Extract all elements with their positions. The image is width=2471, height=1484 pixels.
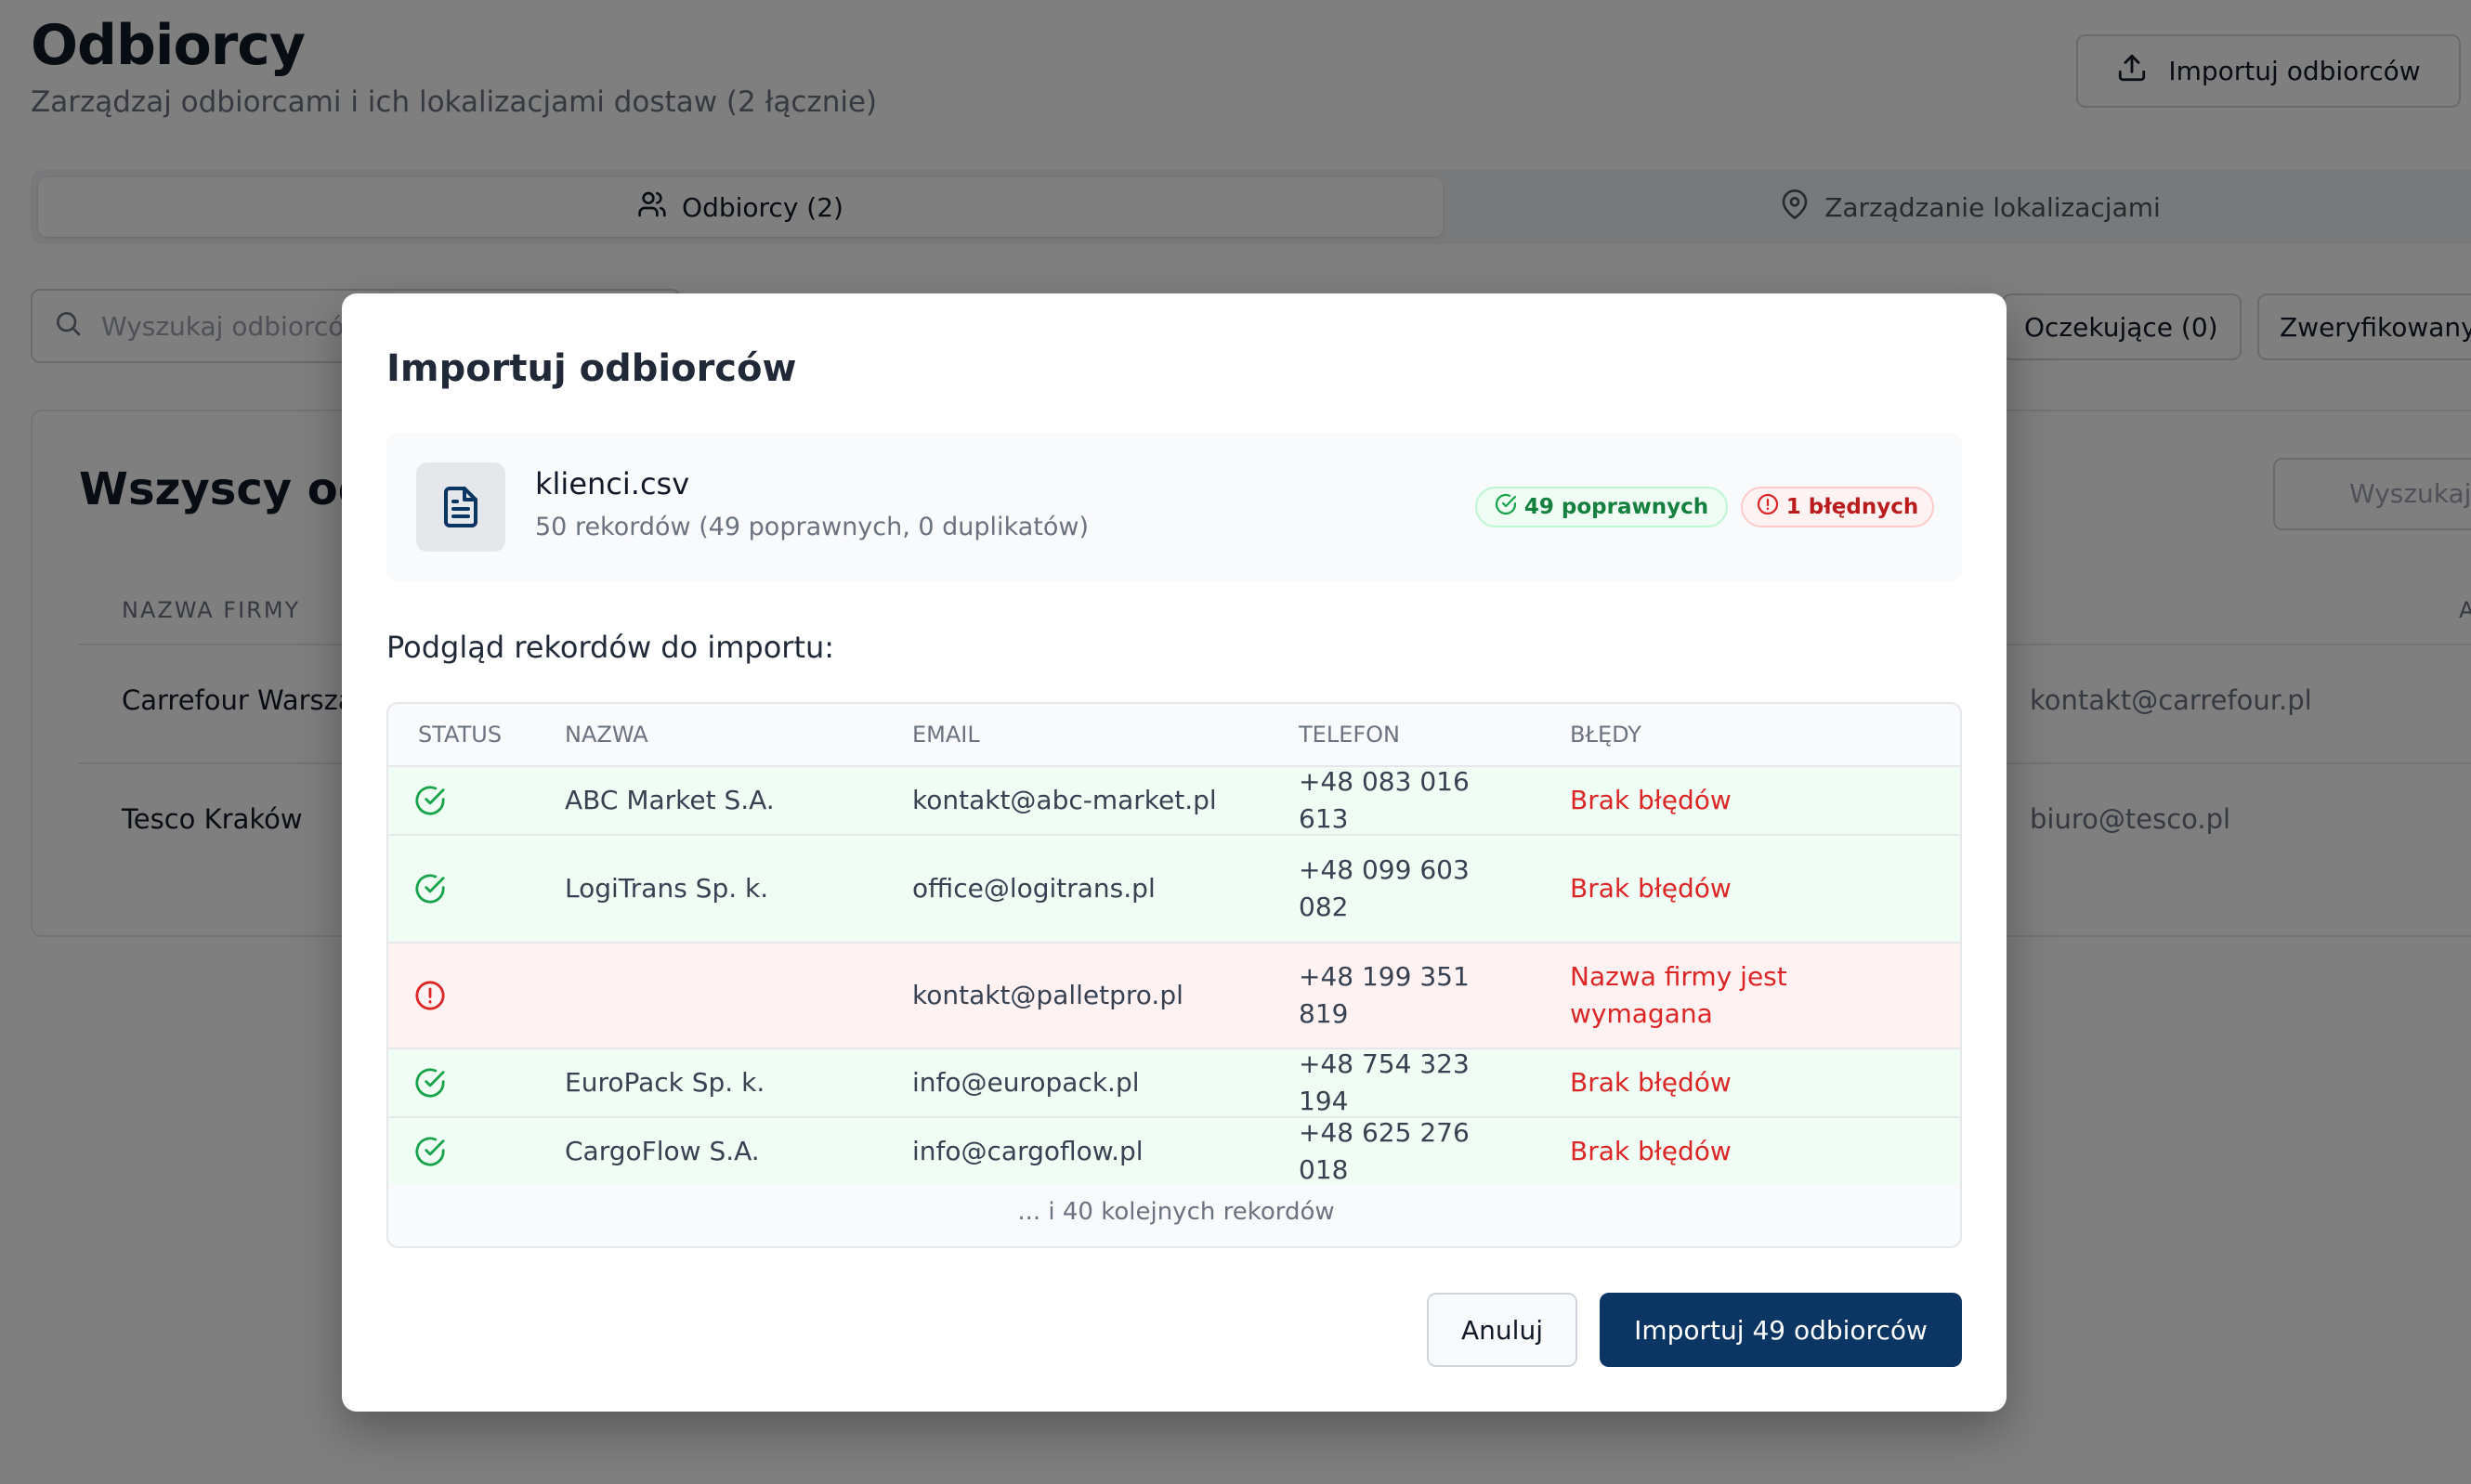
row-errors: Nazwa firmy jest wymagana (1570, 961, 1787, 1029)
row-errors: Brak błędów (1570, 1136, 1732, 1166)
preview-title: Podgląd rekordów do importu: (386, 630, 835, 665)
check-circle-icon (414, 1118, 446, 1185)
import-modal: Importuj odbiorców klienci.csv 50 rekord… (342, 293, 2007, 1412)
row-phone: +48 625 276 018 (1299, 1117, 1470, 1185)
column-email: EMAIL (912, 722, 980, 748)
table-row: EuroPack Sp. k. info@europack.pl +48 754… (388, 1048, 1960, 1116)
file-name: klienci.csv (535, 466, 690, 501)
confirm-import-button[interactable]: Importuj 49 odbiorców (1600, 1293, 1962, 1367)
more-records-note: ... i 40 kolejnych rekordów (1017, 1198, 1335, 1226)
row-name: CargoFlow S.A. (565, 1136, 760, 1166)
check-circle-icon (414, 767, 446, 834)
check-circle-icon (414, 836, 446, 942)
column-phone: TELEFON (1299, 722, 1401, 748)
alert-circle-icon (1757, 493, 1779, 521)
valid-count-label: 49 poprawnych (1523, 495, 1709, 519)
row-email: kontakt@abc-market.pl (912, 785, 1217, 815)
row-email: kontakt@palletpro.pl (912, 980, 1183, 1010)
file-summary: klienci.csv 50 rekordów (49 poprawnych, … (386, 433, 1962, 581)
column-status: STATUS (418, 722, 503, 748)
row-phone: +48 754 323 194 (1299, 1048, 1470, 1116)
row-phone: +48 199 351 819 (1299, 961, 1470, 1029)
row-phone: +48 099 603 082 (1299, 854, 1470, 922)
file-meta: 50 rekordów (49 poprawnych, 0 duplikatów… (535, 513, 1089, 541)
table-row: ABC Market S.A. kontakt@abc-market.pl +4… (388, 765, 1960, 834)
row-email: office@logitrans.pl (912, 873, 1156, 904)
preview-table: STATUS NAZWA EMAIL TELEFON BŁĘDY ABC Mar… (386, 702, 1962, 1248)
row-name: EuroPack Sp. k. (565, 1067, 765, 1098)
valid-count-badge: 49 poprawnych (1475, 487, 1728, 527)
row-email: info@cargoflow.pl (912, 1136, 1144, 1166)
row-errors: Brak błędów (1570, 785, 1732, 815)
error-count-label: 1 błędnych (1785, 495, 1919, 519)
row-name: LogiTrans Sp. k. (565, 873, 769, 904)
row-name: ABC Market S.A. (565, 785, 775, 815)
cancel-button[interactable]: Anuluj (1427, 1293, 1577, 1367)
table-row: kontakt@palletpro.pl +48 199 351 819 Naz… (388, 942, 1960, 1048)
check-circle-icon (1495, 493, 1517, 521)
error-count-badge: 1 błędnych (1741, 487, 1934, 527)
check-circle-icon (414, 1049, 446, 1116)
row-errors: Brak błędów (1570, 873, 1732, 904)
alert-circle-icon (414, 944, 446, 1048)
row-email: info@europack.pl (912, 1067, 1140, 1098)
column-name: NAZWA (565, 722, 648, 748)
column-errors: BŁĘDY (1570, 722, 1641, 748)
row-errors: Brak błędów (1570, 1067, 1732, 1098)
table-row: LogiTrans Sp. k. office@logitrans.pl +48… (388, 834, 1960, 942)
row-phone: +48 083 016 613 (1299, 766, 1470, 834)
file-text-icon (416, 462, 505, 552)
table-row: CargoFlow S.A. info@cargoflow.pl +48 625… (388, 1116, 1960, 1185)
modal-title: Importuj odbiorców (386, 347, 797, 390)
